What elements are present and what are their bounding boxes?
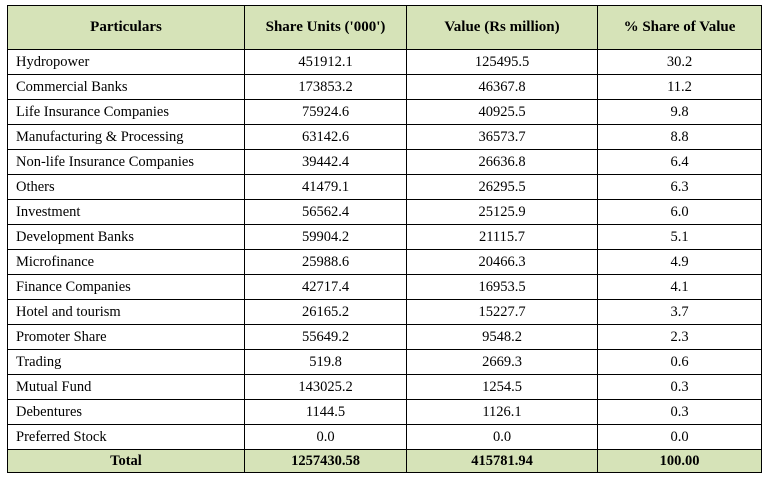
total-value: 415781.94 xyxy=(406,449,598,473)
row-share-units: 451912.1 xyxy=(244,49,407,75)
row-value: 15227.7 xyxy=(406,299,598,325)
row-share-of-value: 6.4 xyxy=(597,149,762,175)
row-particulars: Commercial Banks xyxy=(7,74,245,100)
table-row: Others 41479.1 26295.5 6.3 xyxy=(7,174,762,200)
header-value: Value (Rs million) xyxy=(406,5,598,50)
row-share-units: 519.8 xyxy=(244,349,407,375)
row-value: 25125.9 xyxy=(406,199,598,225)
row-value: 16953.5 xyxy=(406,274,598,300)
row-share-units: 25988.6 xyxy=(244,249,407,275)
row-share-units: 1144.5 xyxy=(244,399,407,425)
row-particulars: Non-life Insurance Companies xyxy=(7,149,245,175)
row-share-units: 56562.4 xyxy=(244,199,407,225)
row-value: 26636.8 xyxy=(406,149,598,175)
row-particulars: Others xyxy=(7,174,245,200)
row-value: 20466.3 xyxy=(406,249,598,275)
row-particulars: Hotel and tourism xyxy=(7,299,245,325)
table-row: Development Banks 59904.2 21115.7 5.1 xyxy=(7,224,762,250)
total-share-units: 1257430.58 xyxy=(244,449,407,473)
row-particulars: Microfinance xyxy=(7,249,245,275)
row-share-units: 59904.2 xyxy=(244,224,407,250)
row-particulars: Debentures xyxy=(7,399,245,425)
row-share-units: 39442.4 xyxy=(244,149,407,175)
row-share-of-value: 2.3 xyxy=(597,324,762,350)
row-share-of-value: 3.7 xyxy=(597,299,762,325)
row-particulars: Development Banks xyxy=(7,224,245,250)
total-share-of-value: 100.00 xyxy=(597,449,762,473)
row-share-units: 63142.6 xyxy=(244,124,407,150)
row-share-of-value: 0.0 xyxy=(597,424,762,450)
row-share-units: 173853.2 xyxy=(244,74,407,100)
table-row: Life Insurance Companies 75924.6 40925.5 9.… xyxy=(7,99,762,125)
table-row: Manufacturing & Processing 63142.6 36573.7… xyxy=(7,124,762,150)
row-value: 1126.1 xyxy=(406,399,598,425)
row-share-of-value: 8.8 xyxy=(597,124,762,150)
table-row: Trading 519.8 2669.3 0.6 xyxy=(7,349,762,375)
table-row: Microfinance 25988.6 20466.3 4.9 xyxy=(7,249,762,275)
table-row: Hotel and tourism 26165.2 15227.7 3.7 xyxy=(7,299,762,325)
share-value-table: Particulars Share Units ('000') Value (R… xyxy=(7,5,762,473)
row-share-of-value: 0.3 xyxy=(597,399,762,425)
table-row: Debentures 1144.5 1126.1 0.3 xyxy=(7,399,762,425)
row-value: 40925.5 xyxy=(406,99,598,125)
row-value: 36573.7 xyxy=(406,124,598,150)
table-row: Mutual Fund 143025.2 1254.5 0.3 xyxy=(7,374,762,400)
row-share-units: 75924.6 xyxy=(244,99,407,125)
row-share-units: 26165.2 xyxy=(244,299,407,325)
row-share-of-value: 5.1 xyxy=(597,224,762,250)
row-share-of-value: 4.1 xyxy=(597,274,762,300)
header-row: Particulars Share Units ('000') Value (R… xyxy=(7,5,762,50)
row-particulars: Trading xyxy=(7,349,245,375)
header-share-of-value: % Share of Value xyxy=(597,5,762,50)
table-row: Hydropower 451912.1 125495.5 30.2 xyxy=(7,49,762,75)
row-value: 1254.5 xyxy=(406,374,598,400)
row-share-of-value: 30.2 xyxy=(597,49,762,75)
row-particulars: Finance Companies xyxy=(7,274,245,300)
table-row: Preferred Stock 0.0 0.0 0.0 xyxy=(7,424,762,450)
row-particulars: Mutual Fund xyxy=(7,374,245,400)
row-share-units: 143025.2 xyxy=(244,374,407,400)
row-particulars: Preferred Stock xyxy=(7,424,245,450)
row-value: 46367.8 xyxy=(406,74,598,100)
row-share-of-value: 4.9 xyxy=(597,249,762,275)
row-share-units: 0.0 xyxy=(244,424,407,450)
row-value: 26295.5 xyxy=(406,174,598,200)
row-particulars: Hydropower xyxy=(7,49,245,75)
row-share-units: 42717.4 xyxy=(244,274,407,300)
table-row: Commercial Banks 173853.2 46367.8 11.2 xyxy=(7,74,762,100)
row-particulars: Manufacturing & Processing xyxy=(7,124,245,150)
row-particulars: Promoter Share xyxy=(7,324,245,350)
row-value: 2669.3 xyxy=(406,349,598,375)
row-share-of-value: 11.2 xyxy=(597,74,762,100)
row-share-units: 41479.1 xyxy=(244,174,407,200)
row-value: 0.0 xyxy=(406,424,598,450)
header-particulars: Particulars xyxy=(7,5,245,50)
header-share-units: Share Units ('000') xyxy=(244,5,407,50)
total-row: Total 1257430.58 415781.94 100.00 xyxy=(7,449,762,473)
table-row: Investment 56562.4 25125.9 6.0 xyxy=(7,199,762,225)
row-share-of-value: 6.3 xyxy=(597,174,762,200)
row-value: 125495.5 xyxy=(406,49,598,75)
table-row: Non-life Insurance Companies 39442.4 26636… xyxy=(7,149,762,175)
total-label: Total xyxy=(7,449,245,473)
row-particulars: Life Insurance Companies xyxy=(7,99,245,125)
row-share-of-value: 0.6 xyxy=(597,349,762,375)
row-share-of-value: 0.3 xyxy=(597,374,762,400)
row-value: 9548.2 xyxy=(406,324,598,350)
table-row: Finance Companies 42717.4 16953.5 4.1 xyxy=(7,274,762,300)
table-body: Hydropower 451912.1 125495.5 30.2 Commercial… xyxy=(7,49,762,450)
table-row: Promoter Share 55649.2 9548.2 2.3 xyxy=(7,324,762,350)
row-value: 21115.7 xyxy=(406,224,598,250)
row-share-units: 55649.2 xyxy=(244,324,407,350)
row-share-of-value: 9.8 xyxy=(597,99,762,125)
row-share-of-value: 6.0 xyxy=(597,199,762,225)
row-particulars: Investment xyxy=(7,199,245,225)
